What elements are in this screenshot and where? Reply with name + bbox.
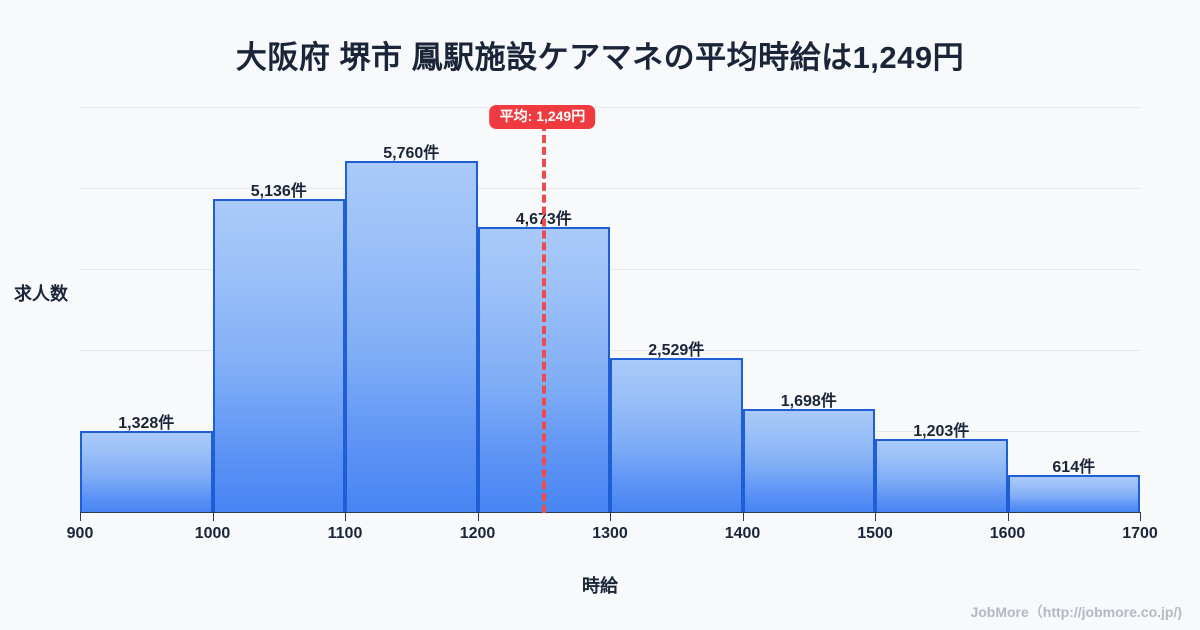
gridline — [80, 107, 1140, 108]
x-axis-tick-label: 1100 — [327, 525, 363, 542]
gridline — [80, 269, 1140, 270]
x-axis-tick — [875, 512, 876, 521]
bar-value-label: 614件 — [1052, 458, 1096, 476]
bar[interactable] — [742, 408, 875, 512]
x-axis-tick — [477, 512, 479, 521]
x-axis-tick — [345, 512, 346, 521]
x-axis: 900 1000 1100 1200 1300 1400 1500 1600 1700 — [67, 512, 1158, 542]
bar[interactable] — [212, 199, 345, 512]
bar-value-label: 1,698件 — [780, 392, 837, 410]
page-title: 大阪府 堺市 鳳駅施設ケアマネの平均時給は1,249円 — [235, 40, 965, 75]
x-axis-tick — [212, 512, 214, 521]
x-axis-tick-label: 1600 — [989, 525, 1026, 542]
gridline — [80, 188, 1140, 189]
bar[interactable] — [345, 161, 478, 512]
bar-value-label: 2,529件 — [648, 341, 705, 359]
x-axis-title: 時給 — [582, 576, 618, 596]
x-axis-tick — [610, 512, 611, 521]
x-axis-tick-label: 1000 — [194, 525, 231, 542]
x-axis-tick-label: 1200 — [459, 525, 496, 542]
bar[interactable] — [1007, 474, 1140, 512]
bar-value-label: 1,328件 — [118, 415, 175, 433]
average-badge: 平均: 1,249円 — [489, 105, 596, 130]
x-axis-tick — [1140, 512, 1141, 521]
x-axis-tick-label: 1400 — [724, 525, 761, 542]
bar-value-label: 1,203件 — [913, 422, 970, 440]
bar-value-label: 5,760件 — [383, 145, 440, 162]
bar[interactable] — [875, 438, 1008, 512]
bar[interactable] — [610, 357, 743, 512]
footer-watermark: JobMore（http://jobmore.co.jp/) — [970, 604, 1182, 620]
plot-area: 1,328件 5,136件 5,760件 4,673件 2,529件 1,698件 1,20… — [80, 90, 1140, 512]
average-line — [542, 123, 547, 513]
x-axis-tick-label: 900 — [66, 525, 94, 542]
x-axis-tick-label: 1700 — [1122, 525, 1158, 542]
x-axis-tick — [742, 512, 744, 521]
y-axis-title: 求人数 — [14, 284, 68, 304]
x-axis-tick — [1007, 512, 1009, 521]
gridline — [80, 350, 1140, 351]
bar-series: 1,328件 5,136件 5,760件 4,673件 2,529件 1,698件 1,20… — [80, 90, 1140, 512]
x-axis-tick — [80, 512, 81, 521]
bar[interactable] — [80, 431, 213, 512]
bar-value-label: 5,136件 — [250, 183, 307, 201]
x-axis-tick-label: 1500 — [857, 525, 893, 542]
x-axis-tick-label: 1300 — [592, 525, 628, 542]
